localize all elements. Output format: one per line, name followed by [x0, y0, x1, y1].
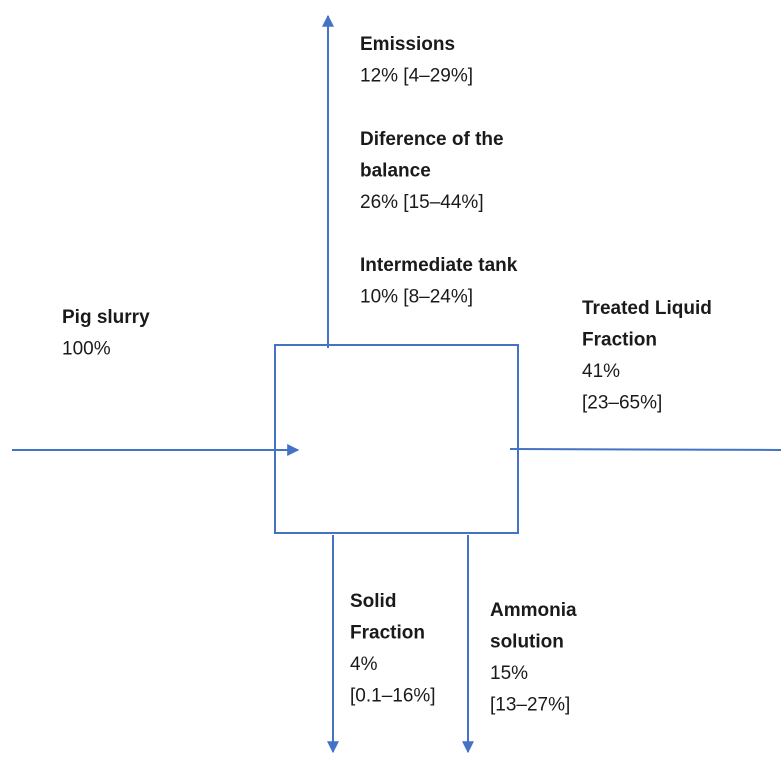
flow-label: Pig slurry: [62, 307, 150, 328]
flow-value: [23–65%]: [582, 393, 662, 414]
flow-label: solution: [490, 632, 564, 653]
output-arrow: [509, 448, 781, 451]
flow-value: [13–27%]: [490, 695, 570, 716]
flow-label: Emissions: [360, 34, 455, 55]
flow-value: 4%: [350, 654, 378, 675]
flow-label: balance: [360, 161, 431, 182]
flow-value: 15%: [490, 663, 528, 684]
flow-label: Treated Liquid: [582, 298, 712, 319]
flow-label: Solid: [350, 591, 396, 612]
flow-label: Intermediate tank: [360, 255, 518, 276]
flow-value: 10% [8–24%]: [360, 287, 473, 308]
flow-value: 12% [4–29%]: [360, 66, 473, 87]
flow-label: Diference of the: [360, 129, 504, 150]
flow-value: 26% [15–44%]: [360, 192, 484, 213]
flow-value: [0.1–16%]: [350, 686, 436, 707]
flow-value: 100%: [62, 339, 111, 360]
shapes: [12, 14, 781, 754]
process-box: [274, 344, 519, 534]
flow-label: Fraction: [582, 330, 657, 351]
flow-label: Fraction: [350, 623, 425, 644]
flow-value: 41%: [582, 361, 620, 382]
flow-label: Ammonia: [490, 600, 577, 621]
